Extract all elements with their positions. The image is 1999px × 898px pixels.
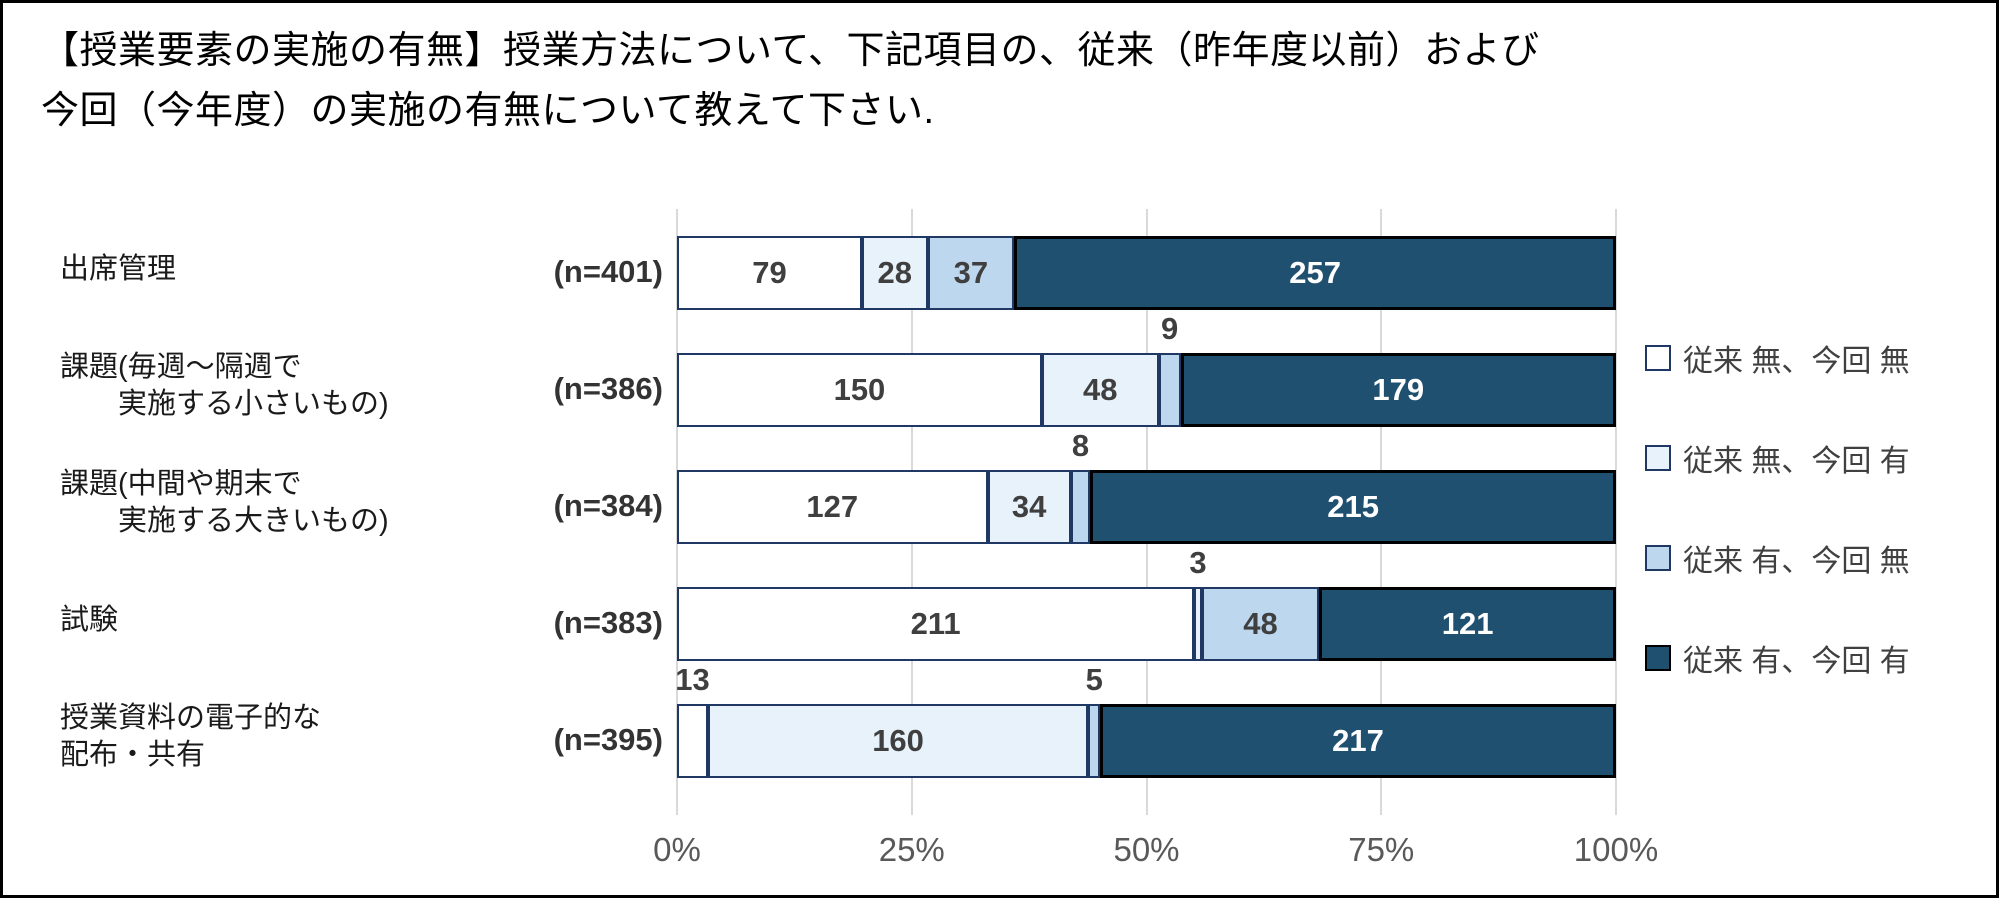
category-label: 試験	[60, 602, 480, 639]
category-label-line: 出席管理	[60, 252, 177, 285]
category-label-line: 実施する大きいもの)	[118, 505, 389, 537]
legend-entry: 従来 無、今回 無	[1645, 339, 1910, 378]
bar-segment: 257	[1014, 236, 1616, 310]
category-label-line: 課題(毎週～隔週で	[60, 351, 302, 383]
chart-title-line-1: 【授業要素の実施の有無】授業方法について、下記項目の、従来（昨年度以前）および	[41, 30, 1540, 72]
bar-segment: 37	[927, 236, 1015, 310]
bar-segment: 215	[1090, 470, 1616, 544]
bar-row: 127 34 215	[677, 470, 1616, 544]
category-label: 課題(中間や期末で実施する大きいもの)	[60, 466, 480, 540]
legend-label: 従来 無、今回 有	[1683, 445, 1910, 478]
bar-segment: 127	[677, 470, 988, 544]
bar-segment: 211	[677, 587, 1195, 661]
gridline-100%	[1615, 209, 1617, 815]
bar-row: 211 48 121	[677, 587, 1616, 661]
category-label-line: 課題(中間や期末で	[60, 468, 302, 500]
bar-row: 150 48 179	[677, 353, 1616, 427]
x-axis-tick-label: 0%	[653, 831, 701, 868]
bar-segment: 28	[861, 236, 928, 310]
x-axis-tick-label: 75%	[1348, 831, 1415, 868]
plot-area: 79 28 37 257 150 48 179 127 34 215 211 48 121 160 217 …	[675, 209, 1617, 815]
bar-segment: 79	[677, 236, 862, 310]
sample-size-label: (n=384)	[553, 488, 663, 523]
legend-swatch-icon	[1645, 345, 1671, 371]
legend-entry: 従来 有、今回 無	[1645, 539, 1910, 578]
category-label-line: 試験	[60, 603, 119, 636]
sample-size-label: (n=383)	[553, 605, 663, 640]
category-label: 出席管理	[60, 251, 480, 288]
bar-segment: 217	[1100, 704, 1616, 778]
x-axis-tick-label: 100%	[1573, 831, 1659, 868]
legend-label: 従来 有、今回 無	[1683, 545, 1910, 578]
category-label-line: 実施する小さいもの)	[118, 388, 389, 420]
bar-segment: 34	[987, 470, 1071, 544]
category-label: 授業資料の電子的な 配布・共有	[60, 700, 480, 774]
bar-segment	[1194, 587, 1202, 661]
legend-label: 従来 有、今回 有	[1683, 645, 1910, 678]
outside-data-label: 3	[1189, 545, 1207, 580]
bar-row: 79 28 37 257	[677, 236, 1616, 310]
chart-title-line-2: 今回（今年度）の実施の有無について教えて下さい.	[41, 90, 935, 132]
bar-segment: 179	[1180, 353, 1616, 427]
outside-data-label: 8	[1071, 428, 1090, 463]
bar-row: 160 217	[677, 704, 1616, 778]
legend-swatch-icon	[1645, 545, 1671, 571]
bar-segment: 121	[1319, 587, 1616, 661]
bar-segment: 160	[707, 704, 1089, 778]
sample-size-label: (n=386)	[553, 371, 663, 406]
outside-data-label: 5	[1085, 662, 1103, 697]
outside-data-label: 9	[1160, 311, 1179, 346]
legend-entry: 従来 有、今回 有	[1645, 639, 1910, 678]
bar-segment: 48	[1201, 587, 1320, 661]
bar-segment	[1088, 704, 1101, 778]
category-label: 課題(毎週～隔週で実施する小さいもの)	[60, 349, 480, 423]
legend-swatch-icon	[1645, 445, 1671, 471]
legend: 従来 無、今回 無従来 無、今回 有従来 有、今回 無従来 有、今回 有	[1645, 339, 1910, 739]
x-axis-tick-label: 25%	[878, 831, 945, 868]
legend-entry: 従来 無、今回 有	[1645, 439, 1910, 478]
legend-label: 従来 無、今回 無	[1683, 345, 1910, 378]
legend-swatch-icon	[1645, 645, 1671, 671]
x-axis-tick-label: 50%	[1113, 831, 1180, 868]
bar-segment	[1158, 353, 1181, 427]
bar-segment: 48	[1041, 353, 1159, 427]
outside-data-label: 13	[675, 662, 710, 697]
bar-segment	[1070, 470, 1091, 544]
bar-segment: 150	[677, 353, 1042, 427]
sample-size-label: (n=401)	[553, 254, 663, 289]
bar-segment	[677, 704, 708, 778]
category-label-line: 授業資料の電子的な	[60, 702, 322, 734]
category-label-line: 配布・共有	[60, 739, 206, 771]
chart-title: 【授業要素の実施の有無】授業方法について、下記項目の、従来（昨年度以前）および …	[41, 21, 1971, 141]
sample-size-label: (n=395)	[553, 722, 663, 757]
